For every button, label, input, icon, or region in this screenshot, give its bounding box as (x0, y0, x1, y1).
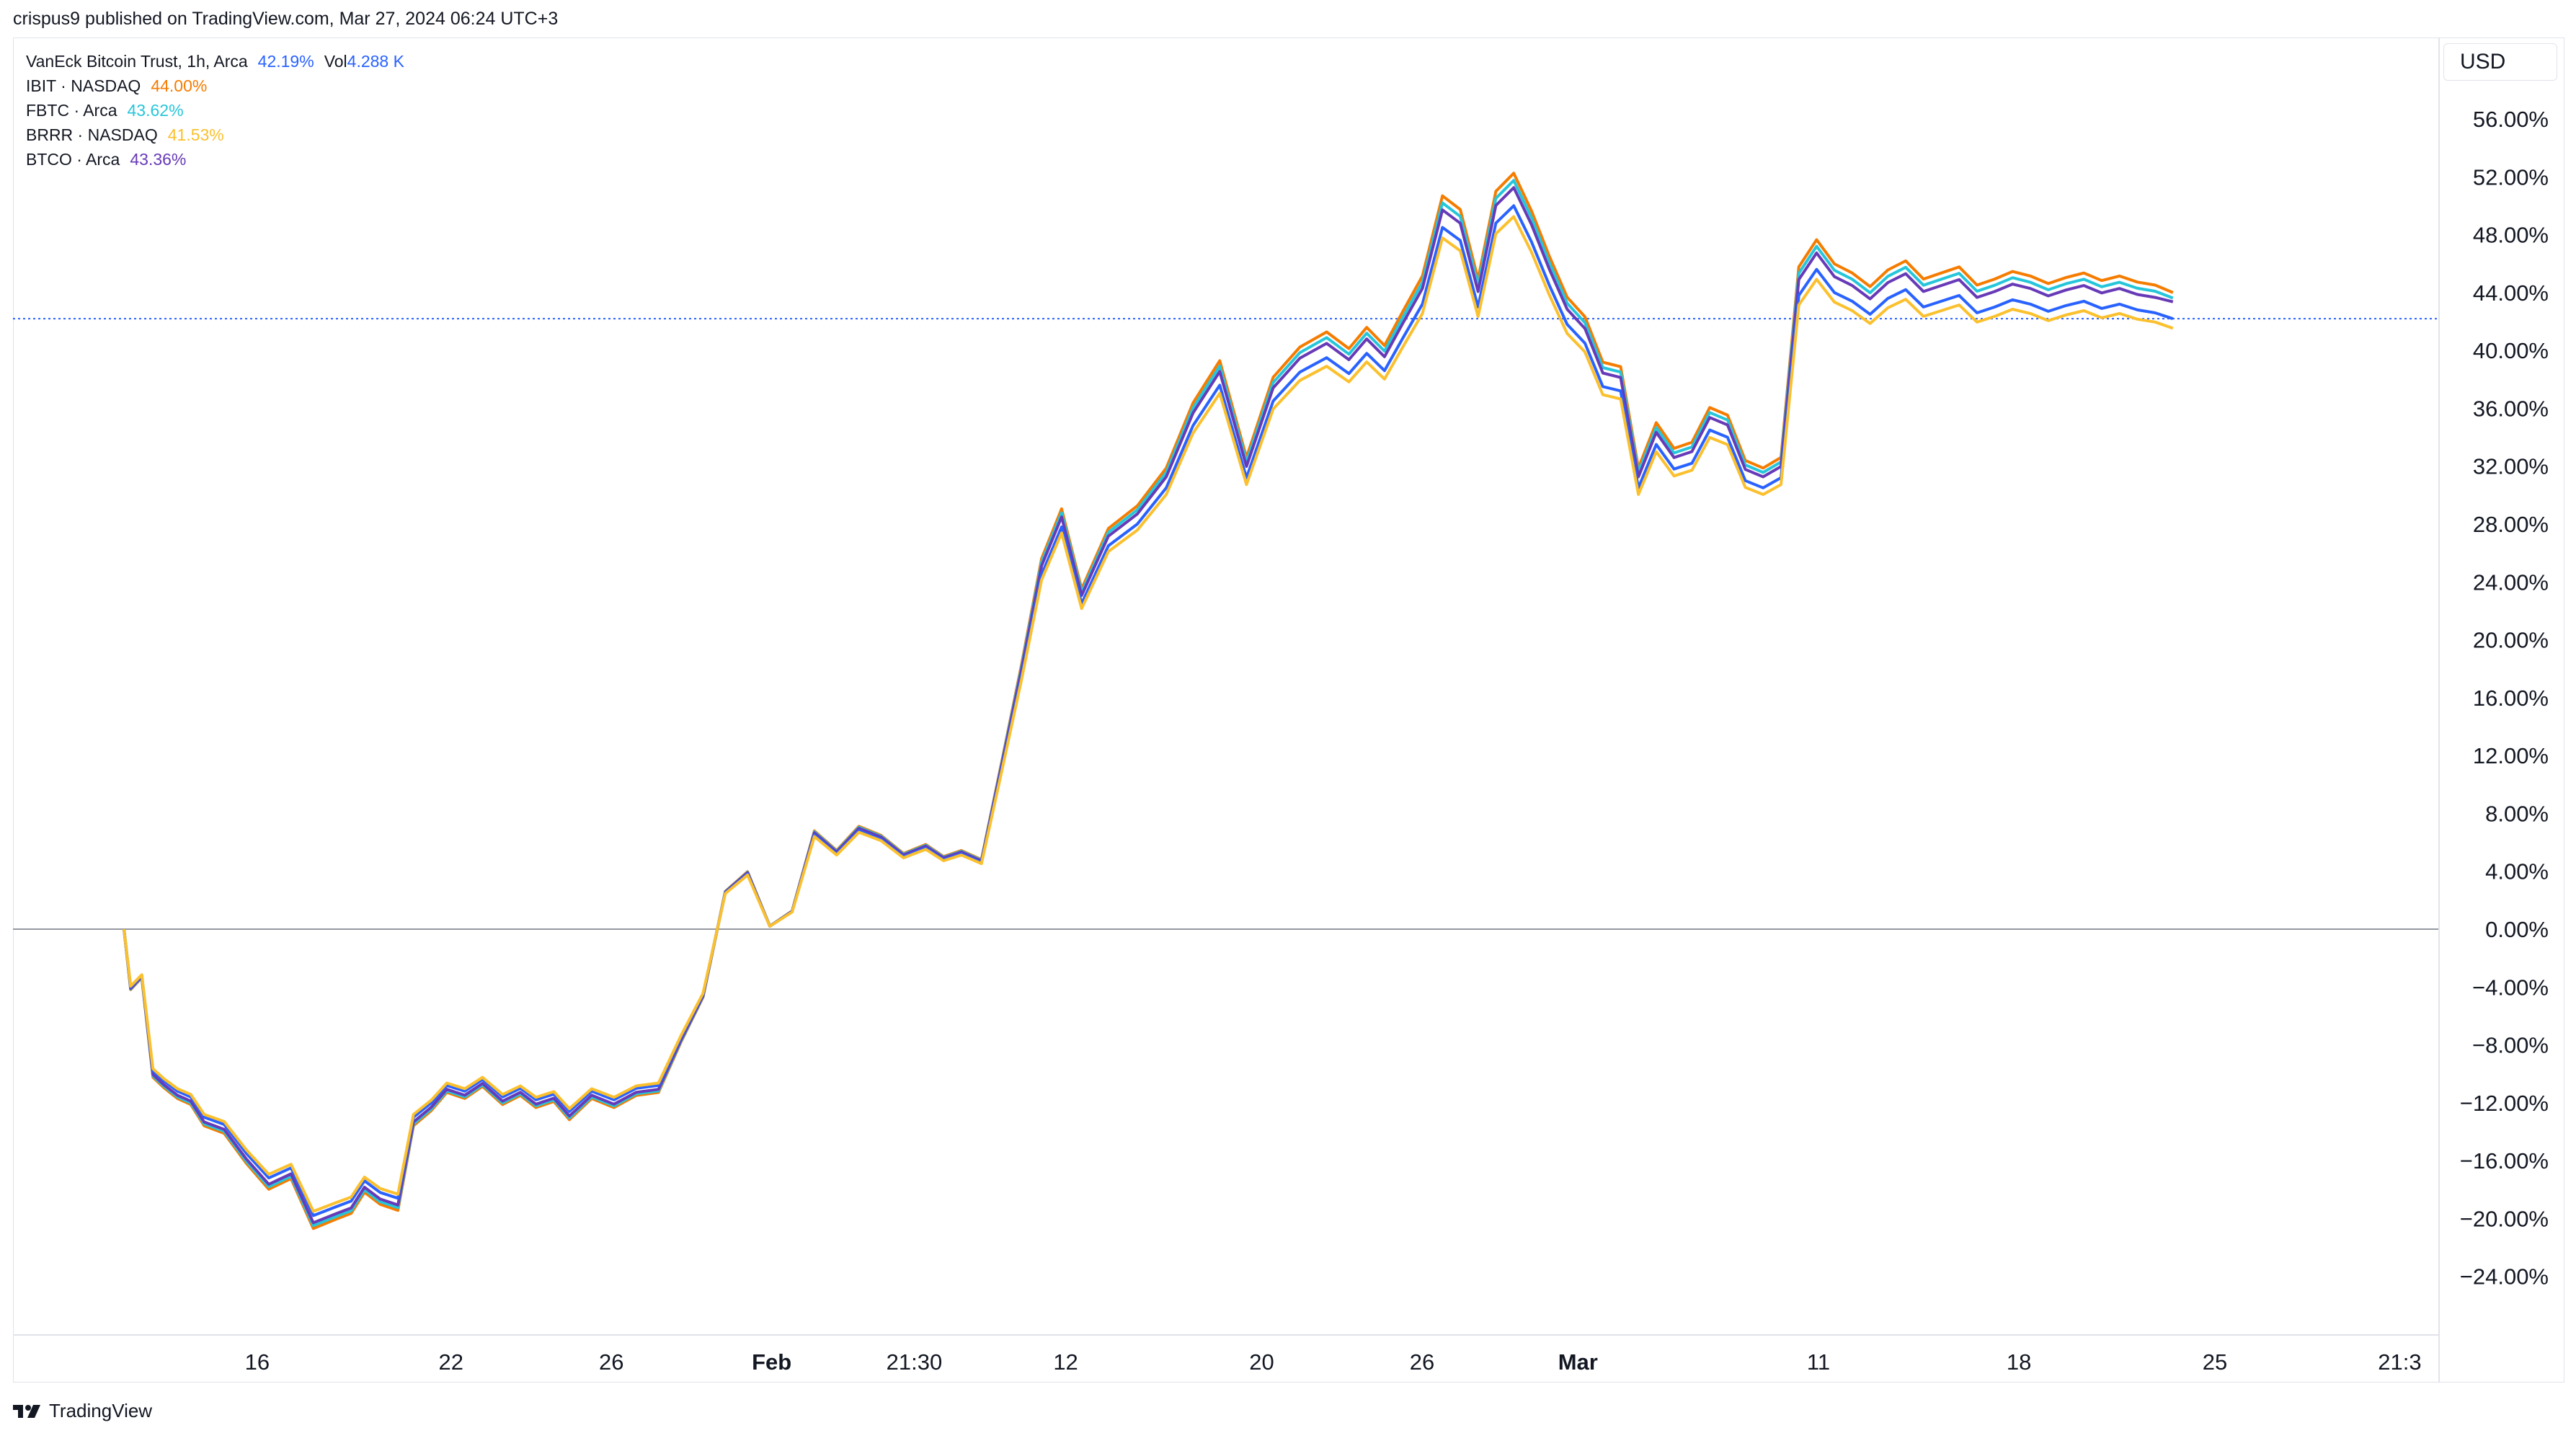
y-tick-label: 16.00% (2473, 686, 2549, 711)
x-tick-label: 18 (2007, 1349, 2031, 1375)
y-tick-label: −20.00% (2460, 1206, 2549, 1231)
y-tick-label: 52.00% (2473, 164, 2549, 190)
y-tick-label: −12.00% (2460, 1091, 2549, 1116)
y-tick-label: 8.00% (2485, 801, 2549, 826)
legend-row-btco[interactable]: BTCO · Arca 43.36% (26, 147, 404, 172)
y-axis[interactable]: 56.00% 52.00% 48.00% 44.00% 40.00% 36.00% 32.0… (2460, 107, 2549, 1290)
legend-item-value: 41.53% (167, 125, 224, 144)
chart-frame (13, 37, 2564, 1383)
y-tick-label: 32.00% (2473, 454, 2549, 479)
y-tick-label: −16.00% (2460, 1148, 2549, 1174)
x-tick-label: 21:30 (887, 1349, 943, 1375)
y-tick-label: −8.00% (2472, 1033, 2549, 1058)
y-tick-label: 36.00% (2473, 396, 2549, 421)
legend-vol-group: Vol4.288 K (324, 49, 404, 74)
legend-item-value: 43.62% (127, 101, 184, 120)
x-axis[interactable]: 16 22 26 Feb 21:30 12 20 26 Mar 11 18 25 21:3 (13, 37, 2440, 1383)
chart-legend: VanEck Bitcoin Trust, 1h, Arca 42.19% Vo… (26, 49, 404, 172)
x-tick-label: 26 (1410, 1349, 1434, 1375)
tradingview-logo[interactable]: TradingView (13, 1400, 152, 1422)
y-tick-label: 56.00% (2473, 107, 2549, 132)
series-line (123, 186, 2174, 1225)
x-tick-label: 20 (1249, 1349, 1274, 1375)
legend-row-main[interactable]: VanEck Bitcoin Trust, 1h, Arca 42.19% Vo… (26, 49, 404, 74)
legend-item-value: 43.36% (130, 150, 187, 169)
y-tick-label: 44.00% (2473, 280, 2549, 306)
legend-item-name: BTCO · Arca (26, 150, 120, 169)
currency-button[interactable]: USD (2443, 43, 2557, 81)
series-line (123, 179, 2174, 1228)
reference-lines (13, 318, 2439, 930)
y-tick-label: 12.00% (2473, 743, 2549, 768)
x-tick-label: 26 (599, 1349, 623, 1375)
y-tick-label: 24.00% (2473, 569, 2549, 595)
legend-item-name: IBIT · NASDAQ (26, 76, 141, 95)
legend-item-name: BRRR · NASDAQ (26, 125, 158, 144)
y-tick-label: −24.00% (2460, 1264, 2549, 1290)
y-tick-label: −4.00% (2472, 975, 2549, 1000)
x-tick-label: 21:3 (2378, 1349, 2421, 1375)
x-tick-label: 11 (1807, 1349, 1830, 1375)
x-tick-label: 12 (1053, 1349, 1078, 1375)
y-tick-label: 48.00% (2473, 223, 2549, 248)
legend-vol-label: Vol (324, 52, 347, 71)
legend-row-brrr[interactable]: BRRR · NASDAQ 41.53% (26, 123, 404, 147)
series-line (123, 215, 2174, 1213)
legend-vol-value: 4.288 K (347, 52, 404, 71)
x-tick-label: Feb (752, 1349, 791, 1375)
tradingview-logo-icon (13, 1404, 40, 1418)
series-line (123, 204, 2174, 1217)
series-line (123, 172, 2174, 1230)
publisher-line: crispus9 published on TradingView.com, M… (13, 9, 559, 29)
y-tick-label: 28.00% (2473, 512, 2549, 537)
legend-item-name: FBTC · Arca (26, 101, 117, 120)
legend-row-fbtc[interactable]: FBTC · Arca 43.62% (26, 98, 404, 123)
y-tick-label: 0.00% (2485, 917, 2549, 942)
series-lines (123, 172, 2174, 1230)
x-tick-label: 25 (2203, 1349, 2227, 1375)
x-tick-label: 22 (438, 1349, 463, 1375)
x-tick-label: 16 (245, 1349, 270, 1375)
x-tick-label: Mar (1558, 1349, 1598, 1375)
tradingview-logo-text: TradingView (49, 1400, 153, 1421)
legend-row-ibit[interactable]: IBIT · NASDAQ 44.00% (26, 74, 404, 98)
y-tick-label: 20.00% (2473, 628, 2549, 653)
legend-main-name: VanEck Bitcoin Trust, 1h, Arca (26, 52, 248, 71)
legend-main-value: 42.19% (257, 52, 314, 71)
y-tick-label: 40.00% (2473, 338, 2549, 363)
y-tick-label: 4.00% (2485, 859, 2549, 884)
legend-item-value: 44.00% (151, 76, 208, 95)
